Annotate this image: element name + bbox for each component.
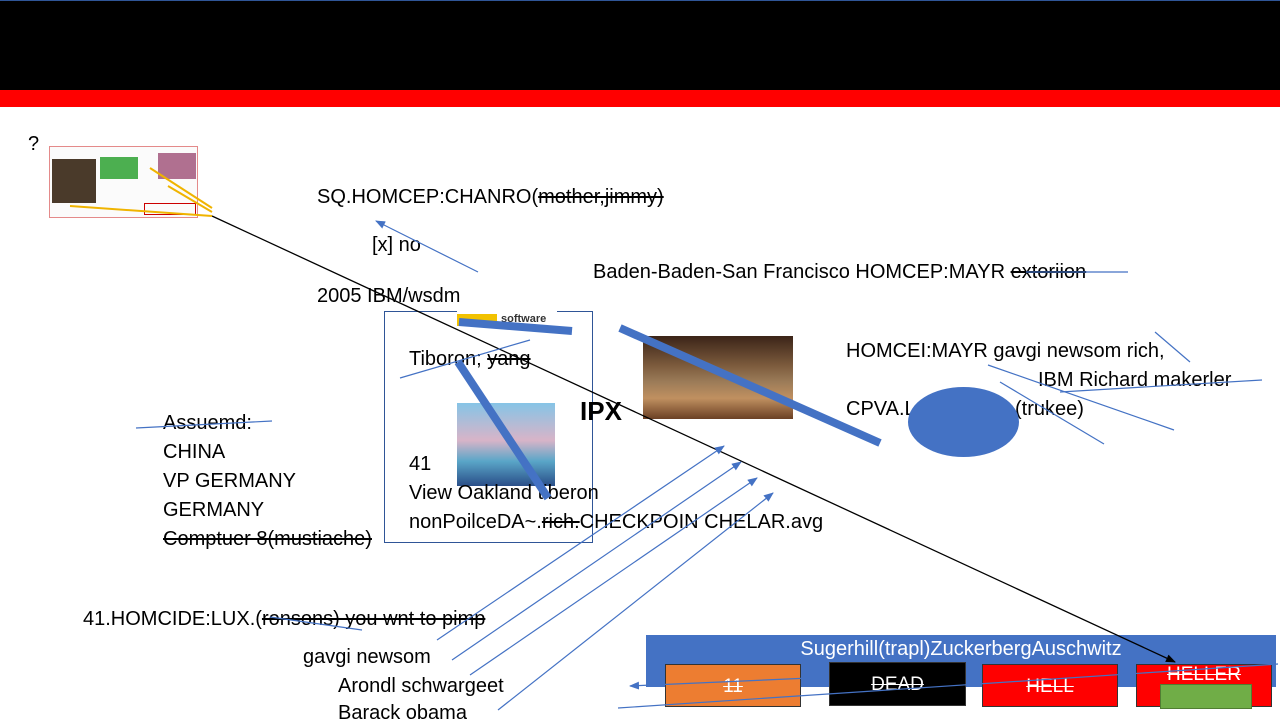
blue-arrow xyxy=(375,220,479,273)
logo-text: software xyxy=(501,313,547,325)
diagonal-arrow xyxy=(211,215,1176,663)
assumed-heading: Assuemd: xyxy=(163,412,252,434)
blue-ellipse[interactable] xyxy=(908,387,1019,457)
gavgi-text: gavgi newsom xyxy=(303,646,431,668)
cpva-text: CPVA.L xyxy=(846,398,916,420)
blue-arrow xyxy=(436,445,725,641)
thick-blue-line xyxy=(458,318,573,335)
box-hell[interactable]: HELL xyxy=(982,664,1118,707)
thick-blue-line xyxy=(618,324,882,447)
view-oakland-text: View Oakland tiberon xyxy=(409,482,599,504)
box-hell-label: HELL xyxy=(1026,676,1074,697)
green-inner-box[interactable] xyxy=(1160,684,1252,709)
question-mark: ? xyxy=(28,133,40,155)
trukee-text: (trukee) xyxy=(1015,398,1084,420)
ibm-2005-text: 2005 IBM/wsdm xyxy=(317,285,461,307)
yellow-arrow xyxy=(69,205,213,217)
box-heller-label: HELLER xyxy=(1167,664,1241,685)
blue-line xyxy=(135,420,273,429)
barack-text: Barack obama xyxy=(338,702,467,724)
blue-line xyxy=(269,616,363,631)
blue-line xyxy=(1154,331,1191,363)
assumed-item: GERMANY xyxy=(163,499,265,521)
blue-arrow xyxy=(629,677,811,690)
thick-blue-line xyxy=(454,359,552,501)
yellow-arrow xyxy=(149,167,213,209)
thumbnail-portrait xyxy=(52,159,96,203)
yellow-arrow xyxy=(167,185,213,213)
blue-arrow xyxy=(469,477,758,676)
x-no-text: [x] no xyxy=(372,234,421,256)
blue-line xyxy=(399,339,531,379)
blue-line xyxy=(987,364,1175,431)
homcide-lux-text: 41.HOMCIDE:LUX.(ronsons) you wnt to pimp xyxy=(83,608,486,630)
arondl-text: Arondl schwargeet xyxy=(338,675,504,697)
header-bar xyxy=(0,0,1280,90)
banner-text: Sugerhill(trapl)ZuckerbergAuschwitz xyxy=(800,638,1122,660)
assumed-item: VP GERMANY xyxy=(163,470,296,492)
homcei-text: HOMCEI:MAYR gavgi newsom rich, xyxy=(846,340,1165,362)
ibm-richard-text: IBM Richard makerler xyxy=(1038,369,1232,391)
sq-homcep-text: SQ.HOMCEP:CHANRO(mother,jimmy) xyxy=(317,186,664,208)
num-41-text: 41 xyxy=(409,453,432,475)
assumed-item: CHINA xyxy=(163,441,226,463)
thumbnail-green-block xyxy=(100,157,138,179)
header-stripe xyxy=(0,90,1280,107)
assumed-item-struck: Comptuer 8(mustiache) xyxy=(163,528,372,550)
thumbnail-photo xyxy=(158,153,196,179)
thumbnail-label-box xyxy=(144,203,196,215)
nonpolice-text: nonPoilceDA~.rich.CHECKPOIN CHELAR.avg xyxy=(409,511,824,533)
blue-line xyxy=(999,381,1105,445)
blue-arrow xyxy=(451,461,742,661)
painting-image[interactable] xyxy=(457,403,555,486)
blue-line xyxy=(1059,379,1263,393)
blue-arrow xyxy=(497,492,774,711)
ipx-label: IPX xyxy=(580,396,622,426)
blue-line xyxy=(617,663,1279,709)
